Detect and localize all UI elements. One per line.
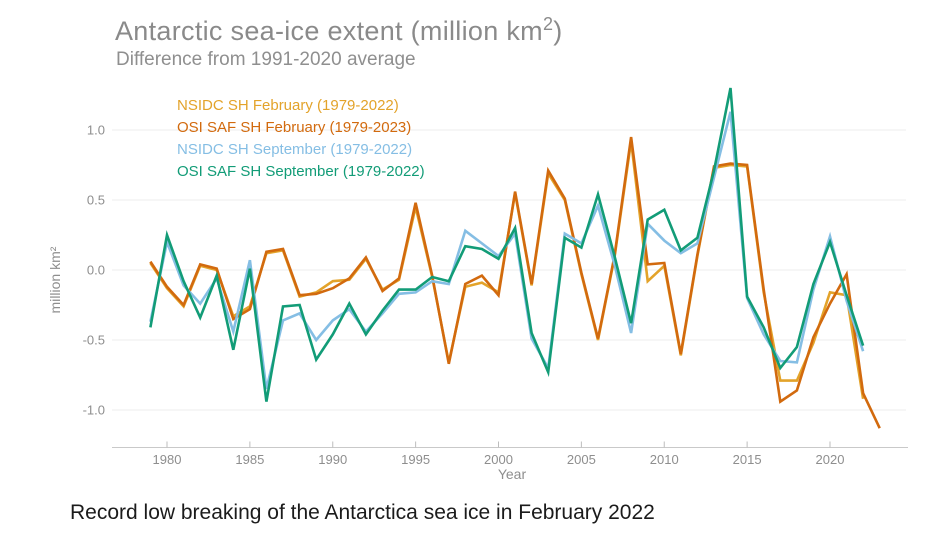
y-tick-label: 0.5 xyxy=(87,193,105,208)
x-tick-label: 2005 xyxy=(567,452,596,467)
legend: NSIDC SH February (1979-2022) OSI SAF SH … xyxy=(177,95,425,183)
legend-item: OSI SAF SH September (1979-2022) xyxy=(177,163,425,180)
chart-subtitle: Difference from 1991-2020 average xyxy=(116,49,416,70)
legend-item: OSI SAF SH February (1979-2023) xyxy=(177,119,412,136)
legend-item: NSIDC SH September (1979-2022) xyxy=(177,141,413,158)
y-tick-label: -1.0 xyxy=(83,403,105,418)
chart-title-superscript: 2 xyxy=(542,14,554,34)
chart-title: Antarctic sea-ice extent (million km2) xyxy=(115,14,563,47)
y-axis-title: million km² xyxy=(47,246,63,313)
x-tick-label: 2020 xyxy=(816,452,845,467)
x-tick-label: 2015 xyxy=(733,452,762,467)
x-tick-label: 1995 xyxy=(401,452,430,467)
x-axis-title: Year xyxy=(498,466,527,482)
x-tick-label: 2000 xyxy=(484,452,513,467)
chart-title-close: ) xyxy=(553,16,563,46)
chart-title-text: Antarctic sea-ice extent (million km xyxy=(115,16,543,46)
y-tick-label: -0.5 xyxy=(83,333,105,348)
x-tick-label: 2010 xyxy=(650,452,679,467)
x-tick-label: 1990 xyxy=(318,452,347,467)
series-line-osi-saf-sh-february-1979-2023 xyxy=(149,136,881,429)
x-tick-label: 1980 xyxy=(153,452,182,467)
figure-caption: Record low breaking of the Antarctica se… xyxy=(70,501,655,524)
legend-item: NSIDC SH February (1979-2022) xyxy=(177,97,399,114)
series-line-osi-saf-sh-september-1979-2022 xyxy=(149,87,865,402)
y-tick-label: 0.0 xyxy=(87,263,105,278)
x-tick-label: 1985 xyxy=(235,452,264,467)
y-tick-label: 1.0 xyxy=(87,123,105,138)
